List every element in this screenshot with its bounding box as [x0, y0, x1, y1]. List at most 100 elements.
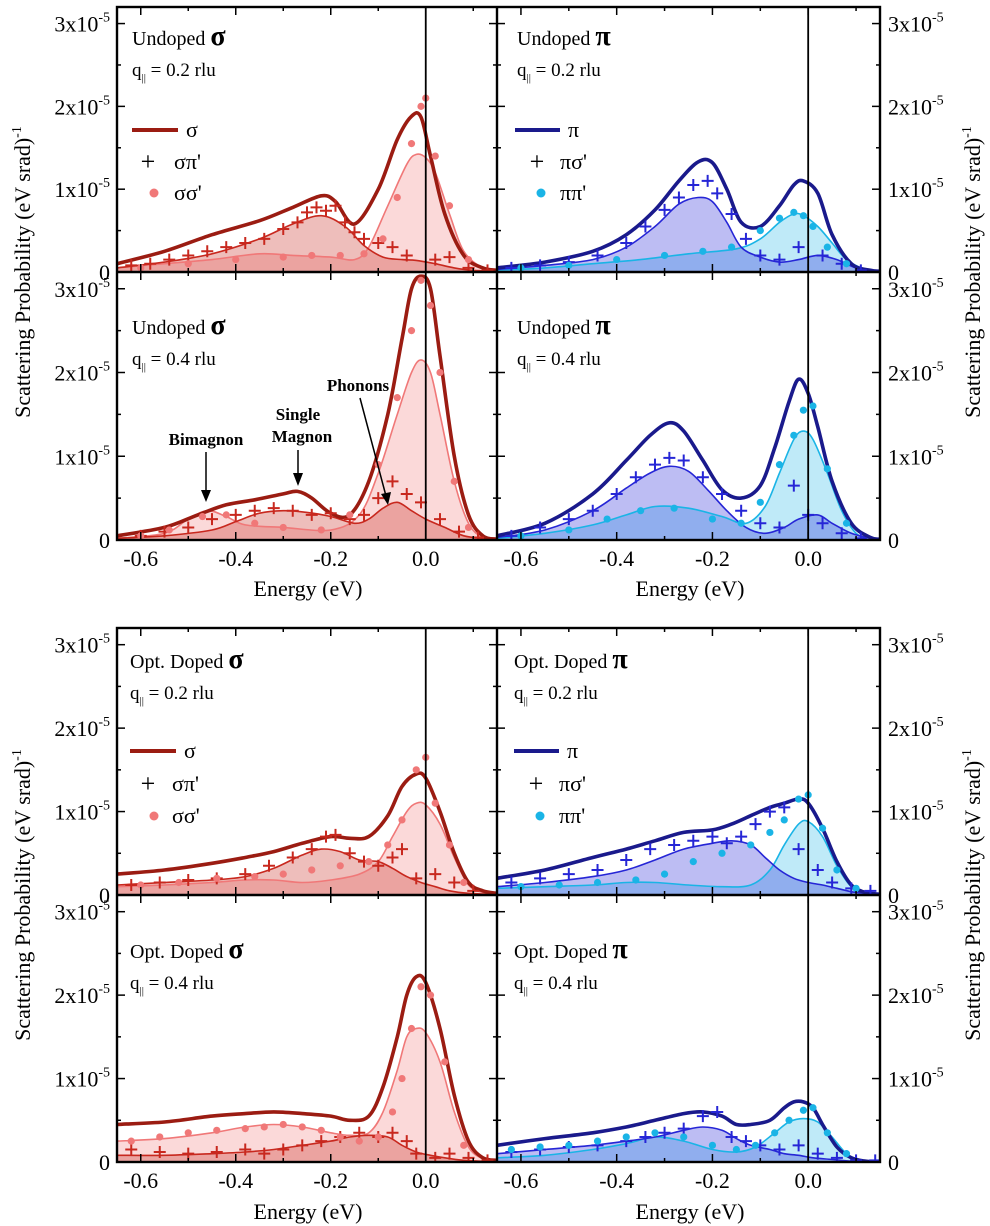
x-tick-label: 0.0 [794, 546, 822, 571]
cross-marker [125, 1143, 138, 1156]
cross-marker [816, 517, 829, 530]
cross-marker [429, 868, 442, 881]
area-cross-ud02p [497, 197, 880, 272]
cross-marker [144, 257, 157, 270]
parallel-marker [241, 1125, 249, 1133]
y-tick-label-left: 2x10-5 [54, 360, 110, 386]
cross-marker [329, 828, 342, 841]
cross-marker [854, 264, 867, 272]
panel-label-optdoped-0.2-sigma: Opt. Doped σ q|| = 0.2 rlu [130, 644, 244, 707]
parallel-marker [660, 870, 669, 878]
parallel-marker [603, 515, 611, 523]
cross-marker [687, 834, 700, 847]
area-cross-ud04p [497, 466, 880, 540]
parallel-marker [407, 1024, 416, 1033]
svg-text:π: π [567, 738, 578, 763]
parallel-marker [823, 243, 831, 251]
svg-text:Opt. Doped σ: Opt. Doped σ [130, 934, 244, 965]
cross-marker [586, 504, 599, 517]
cross-marker [792, 843, 805, 856]
area-parallel-ud02p [497, 213, 880, 272]
parallel-marker [565, 526, 573, 534]
cross-marker [448, 876, 461, 889]
cross-marker [267, 502, 280, 515]
legend-pi-bottom: π + πσ' ππ' [514, 738, 586, 828]
cross-marker [277, 222, 290, 235]
svg-text:Undoped σ: Undoped σ [132, 310, 226, 341]
parallel-marker [222, 511, 230, 519]
x-tick-label: -0.6 [123, 1168, 158, 1193]
svg-text:Opt. Doped π: Opt. Doped π [514, 644, 628, 675]
axes-frames [115, 5, 882, 1164]
y-tick-label-left: 0 [99, 883, 110, 908]
parallel-marker [398, 816, 406, 824]
annotation-phonons: Phonons [327, 376, 391, 505]
svg-text:Undoped σ: Undoped σ [132, 21, 226, 52]
cross-marker [386, 1126, 399, 1139]
cross-marker [353, 1126, 366, 1139]
cross-marker [153, 876, 166, 889]
parallel-marker [388, 1108, 397, 1116]
cross-marker [639, 220, 652, 233]
total-line-od02s [117, 771, 497, 895]
parallel-marker [536, 1143, 544, 1151]
parallel-marker [464, 523, 473, 532]
cross-marker [658, 1126, 671, 1139]
cross-marker [305, 508, 318, 521]
svg-text:ππ': ππ' [559, 803, 585, 828]
parallel-marker [213, 1126, 221, 1134]
parallel-marker [747, 841, 755, 849]
cross-marker [372, 492, 385, 505]
svg-text:Phonons: Phonons [327, 376, 390, 395]
parallel-marker [213, 874, 221, 882]
x-tick-label: -0.6 [504, 546, 539, 571]
y-tick-label-right: 0 [888, 1150, 899, 1175]
panel-label-undoped-0.4-sigma: Undoped σ q|| = 0.4 rlu [132, 310, 226, 373]
cross-marker [125, 878, 138, 891]
cross-marker [410, 872, 423, 885]
y-tick-label-left: 1x10-5 [54, 799, 110, 825]
parallel-marker [393, 193, 401, 202]
parallel-marker [412, 766, 420, 774]
total-line-od04s [117, 973, 497, 1162]
area-cross-od04p [497, 1127, 880, 1162]
panel-od04p [497, 895, 880, 1162]
cross-marker [677, 1122, 690, 1135]
parallel-marker [699, 247, 707, 255]
cross-marker [182, 249, 195, 262]
svg-text:Bimagnon: Bimagnon [169, 430, 244, 449]
area-parallel-ud04p [497, 431, 880, 540]
parallel-marker [365, 858, 373, 866]
svg-text:Opt. Doped σ: Opt. Doped σ [130, 644, 244, 675]
parallel-marker [737, 519, 745, 527]
cross-marker [505, 876, 518, 889]
parallel-marker [565, 261, 573, 269]
parallel-marker [279, 870, 287, 878]
cross-marker [163, 253, 176, 266]
svg-text:+: + [530, 147, 545, 176]
y-axis-title-right-bottom: Scattering Probability (eV srad)-1 [960, 749, 985, 1041]
y-tick-label-left: 3x10-5 [54, 276, 110, 302]
parallel-marker [198, 512, 207, 521]
parallel-marker [517, 883, 525, 891]
x-tick-label: -0.6 [504, 1168, 539, 1193]
parallel-marker [732, 1145, 740, 1154]
cross-marker [816, 249, 829, 262]
parallel-marker [355, 1137, 363, 1145]
svg-text:πσ': πσ' [560, 149, 587, 174]
parallel-marker [298, 1123, 306, 1131]
cross-marker [749, 818, 762, 831]
parallel-marker [156, 1133, 164, 1141]
svg-text:Single: Single [276, 405, 321, 424]
cross-marker [763, 805, 776, 818]
parallel-marker [622, 1133, 630, 1141]
cross-marker [787, 479, 800, 492]
x-tick-label: 0.0 [794, 1168, 822, 1193]
cross-marker [386, 241, 399, 254]
cross-marker [696, 471, 709, 484]
parallel-marker [279, 523, 287, 532]
cross-marker [301, 206, 313, 219]
cross-marker [400, 249, 413, 262]
parallel-marker [398, 1074, 406, 1083]
cross-marker [739, 232, 752, 245]
